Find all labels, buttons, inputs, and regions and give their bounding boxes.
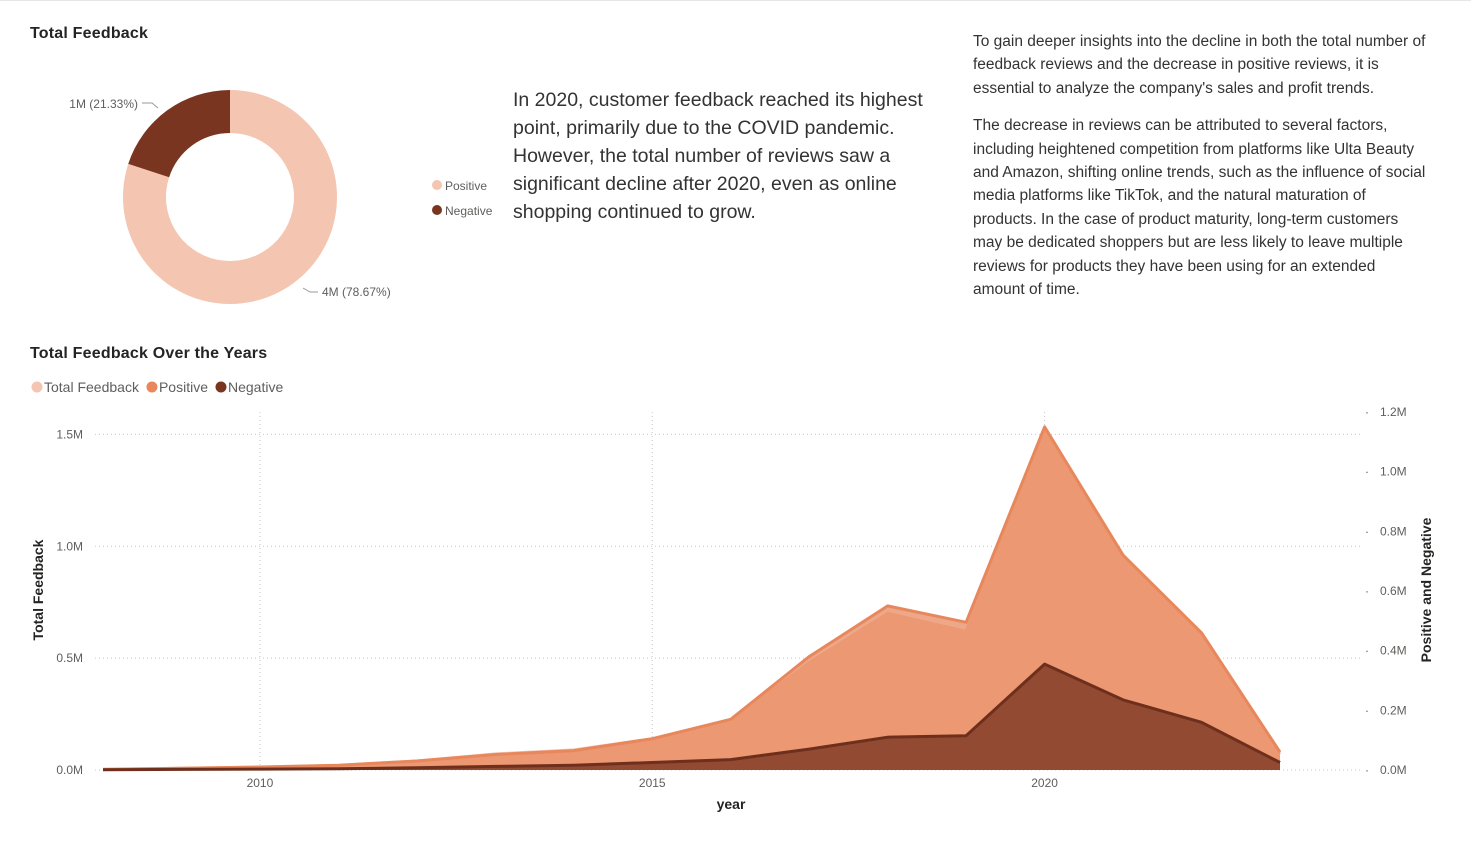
y2-tick-dot-0: · xyxy=(1365,763,1369,777)
donut-leader-negative xyxy=(142,102,159,109)
x-tick-label-0: 2010 xyxy=(247,776,274,790)
donut-label-positive: 4M (78.67%) xyxy=(322,285,391,299)
donut-slice-positive xyxy=(123,90,338,304)
donut-legend-label-positive: Positive xyxy=(445,179,487,193)
y2-axis-title: Positive and Negative xyxy=(1418,517,1434,662)
y-tick-label-0: 0.0M xyxy=(56,763,83,777)
y2-tick-dot-6: · xyxy=(1365,405,1369,419)
y-tick-label-1: 0.5M xyxy=(56,651,83,665)
area-legend: Total Feedback Positive Negative xyxy=(31,379,283,395)
donut-legend: Positive Negative xyxy=(432,179,493,218)
area-fill-total-feedback xyxy=(103,429,1280,770)
y2-tick-dot-4: · xyxy=(1365,524,1369,538)
y2-tick-dot-1: · xyxy=(1365,703,1369,717)
area-line-total-feedback xyxy=(102,428,1282,771)
y2-tick-label-1: 0.2M xyxy=(1380,703,1407,717)
y-tick-label-2: 1.0M xyxy=(56,539,83,553)
area-line-negative xyxy=(102,662,1281,772)
area-legend-marker-0 xyxy=(31,381,43,393)
donut-slice-negative xyxy=(128,90,230,178)
donut-data-labels: 4M (78.67%) 1M (21.33%) xyxy=(69,97,390,299)
area-legend-label-0: Total Feedback xyxy=(44,379,140,395)
area-legend-marker-1 xyxy=(146,381,158,393)
area-fill-negative xyxy=(103,664,1280,770)
y2-tick-label-5: 1.0M xyxy=(1380,465,1407,479)
y2-tick-label-0: 0.0M xyxy=(1380,763,1407,777)
x-axis-title: year xyxy=(717,796,746,812)
donut-leader-positive xyxy=(302,287,318,293)
narrative-right-paragraph-1: To gain deeper insights into the decline… xyxy=(973,33,1426,97)
area-legend-label-2: Negative xyxy=(228,379,283,395)
donut-title: Total Feedback xyxy=(30,25,149,42)
top-divider xyxy=(0,0,1471,1)
x-tick-label-2: 2020 xyxy=(1031,776,1058,790)
y2-tick-label-3: 0.6M xyxy=(1380,584,1407,598)
narrative-right: To gain deeper insights into the decline… xyxy=(973,30,1428,315)
narrative-main: In 2020, customer feedback reached its h… xyxy=(513,89,923,223)
area-line-positive xyxy=(102,425,1282,771)
donut-chart: 4M (78.67%) 1M (21.33%) Positive Negative xyxy=(69,90,493,304)
area-gridlines xyxy=(95,412,1360,771)
y-axis-title: Total Feedback xyxy=(30,539,46,640)
area-chart-title: Total Feedback Over the Years xyxy=(30,345,268,362)
donut-label-negative: 1M (21.33%) xyxy=(69,97,138,111)
y2-tick-dot-2: · xyxy=(1365,644,1369,658)
y2-tick-label-6: 1.2M xyxy=(1380,405,1407,419)
y2-tick-dot-5: · xyxy=(1365,465,1369,479)
donut-legend-marker-positive xyxy=(432,180,442,190)
y2-tick-dot-3: · xyxy=(1365,584,1369,598)
narrative-right-paragraph-2: The decrease in reviews can be attribute… xyxy=(973,117,1426,299)
y2-tick-label-4: 0.8M xyxy=(1380,524,1407,538)
x-tick-label-1: 2015 xyxy=(639,776,666,790)
donut-legend-label-negative: Negative xyxy=(445,204,493,218)
area-fill-positive xyxy=(103,426,1280,770)
area-legend-label-1: Positive xyxy=(159,379,208,395)
y2-tick-label-2: 0.4M xyxy=(1380,644,1407,658)
y-tick-label-3: 1.5M xyxy=(56,427,83,441)
area-legend-marker-2 xyxy=(215,381,227,393)
donut-legend-marker-negative xyxy=(432,205,442,215)
